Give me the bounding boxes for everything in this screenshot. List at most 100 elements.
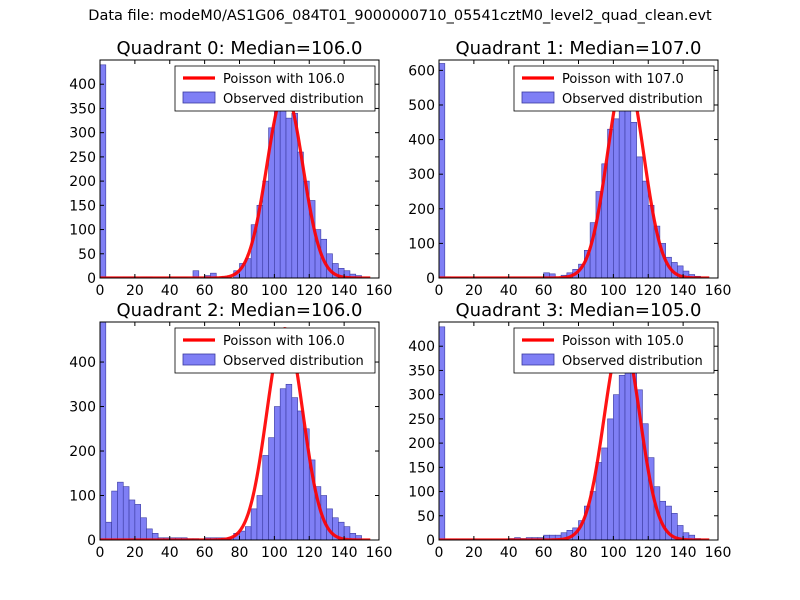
subplot-title: Quadrant 2: Median=106.0 — [117, 300, 363, 321]
histogram-bar — [256, 495, 264, 540]
histogram-bar — [624, 101, 632, 278]
histogram-bar — [274, 406, 281, 540]
legend: Poisson with 105.0 Observed distribution — [513, 327, 715, 374]
x-tick-label: 100 — [261, 283, 288, 299]
histogram-bars — [100, 64, 362, 278]
histogram-bar — [100, 64, 107, 278]
histogram-bar — [105, 521, 112, 540]
subplot-quadrant-3: 0 20 40 60 80 100 120 140 160 0 50 100 150 200 250 300 3… — [408, 300, 731, 561]
histogram-bar — [613, 394, 620, 540]
x-tick-label: 60 — [196, 545, 214, 561]
y-tick-label: 400 — [69, 355, 96, 371]
histogram-bar — [439, 63, 446, 278]
x-tick-label: 20 — [126, 545, 144, 561]
x-tick-label: 60 — [535, 283, 553, 299]
subplot-quadrant-1: 0 20 40 60 80 100 120 140 160 0 100 200 300 400 500 600… — [408, 38, 731, 299]
x-tick-label: 140 — [670, 545, 697, 561]
x-tick-label: 160 — [366, 283, 393, 299]
y-tick-label: 300 — [408, 167, 435, 183]
y-tick-label: 300 — [408, 388, 435, 404]
y-tick-label: 50 — [78, 247, 96, 263]
y-tick-label: 250 — [408, 412, 435, 428]
y-tick-label: 200 — [408, 436, 435, 452]
histogram-bar — [128, 499, 136, 540]
legend-frame — [513, 327, 715, 374]
y-tick-label: 0 — [87, 533, 96, 549]
y-tick-label: 100 — [408, 236, 435, 252]
x-tick-label: 100 — [261, 545, 288, 561]
legend-poisson-label: Poisson with 106.0 — [223, 334, 345, 349]
histogram-bar — [250, 508, 258, 540]
subplot-title: Quadrant 3: Median=105.0 — [456, 300, 702, 321]
histogram-bar — [613, 118, 620, 278]
x-tick-label: 0 — [96, 545, 105, 561]
x-tick-label: 100 — [600, 545, 627, 561]
x-tick-label: 80 — [570, 283, 588, 299]
legend-frame — [513, 65, 715, 112]
y-tick-label: 50 — [417, 509, 435, 525]
legend-observed-swatch — [182, 91, 216, 104]
subplot-title: Quadrant 0: Median=106.0 — [117, 38, 363, 59]
y-tick-label: 200 — [69, 444, 96, 460]
legend-poisson-label: Poisson with 105.0 — [562, 334, 684, 349]
y-tick-label: 500 — [408, 98, 435, 114]
y-tick-label: 200 — [69, 174, 96, 190]
histogram-bar — [297, 410, 304, 540]
y-tick-label: 150 — [69, 198, 96, 214]
poisson-curve — [439, 70, 710, 278]
x-tick-label: 120 — [635, 545, 662, 561]
y-tick-label: 0 — [87, 271, 96, 287]
y-tick-label: 400 — [408, 133, 435, 149]
y-tick-label: 0 — [426, 271, 435, 287]
histogram-bar — [630, 121, 637, 278]
legend-observed-label: Observed distribution — [562, 354, 703, 369]
histogram-bar — [245, 526, 252, 540]
legend-observed-swatch — [182, 353, 216, 366]
x-tick-label: 0 — [435, 545, 444, 561]
x-tick-label: 0 — [96, 283, 105, 299]
histogram-bar — [642, 180, 649, 278]
y-tick-label: 150 — [408, 460, 435, 476]
histogram-bar — [117, 481, 124, 540]
y-tick-label: 350 — [408, 363, 435, 379]
legend: Poisson with 107.0 Observed distribution — [513, 65, 715, 112]
y-tick-label: 0 — [426, 533, 435, 549]
histogram-bar — [210, 272, 217, 278]
x-tick-label: 160 — [705, 283, 732, 299]
histogram-bar — [100, 322, 107, 540]
y-tick-label: 200 — [408, 202, 435, 218]
histogram-bar — [274, 108, 281, 278]
histogram-bar — [279, 388, 287, 540]
histogram-bar — [140, 517, 147, 540]
poisson-curve — [439, 334, 710, 540]
x-tick-label: 120 — [296, 545, 323, 561]
figure-suptitle: Data file: modeM0/AS1G06_084T01_90000007… — [88, 8, 712, 24]
poisson-curve — [100, 327, 371, 540]
y-tick-label: 250 — [69, 150, 96, 166]
x-tick-label: 120 — [635, 283, 662, 299]
poisson-curve — [100, 90, 371, 278]
y-tick-label: 300 — [69, 400, 96, 416]
histogram-bar — [262, 455, 269, 540]
histogram-bar — [549, 273, 556, 278]
histogram-bar — [601, 447, 608, 540]
legend-poisson-label: Poisson with 107.0 — [562, 72, 684, 87]
histogram-bar — [291, 397, 298, 540]
histogram-bar — [268, 437, 275, 540]
subplot-quadrant-0: 0 20 40 60 80 100 120 140 160 0 50 100 150 200 250 300 3… — [69, 38, 392, 299]
x-tick-label: 120 — [296, 283, 323, 299]
histogram-bar — [285, 383, 293, 540]
y-tick-label: 300 — [69, 126, 96, 142]
y-tick-label: 400 — [69, 77, 96, 93]
legend-observed-swatch — [521, 353, 555, 366]
x-tick-label: 20 — [126, 283, 144, 299]
legend: Poisson with 106.0 Observed distribution — [174, 327, 376, 374]
legend-poisson-label: Poisson with 106.0 — [223, 72, 345, 87]
histogram-bar — [262, 180, 269, 278]
x-tick-label: 140 — [331, 283, 358, 299]
histogram-bar — [146, 528, 153, 540]
legend-observed-label: Observed distribution — [562, 92, 703, 107]
x-tick-label: 160 — [366, 545, 393, 561]
x-tick-label: 60 — [196, 283, 214, 299]
